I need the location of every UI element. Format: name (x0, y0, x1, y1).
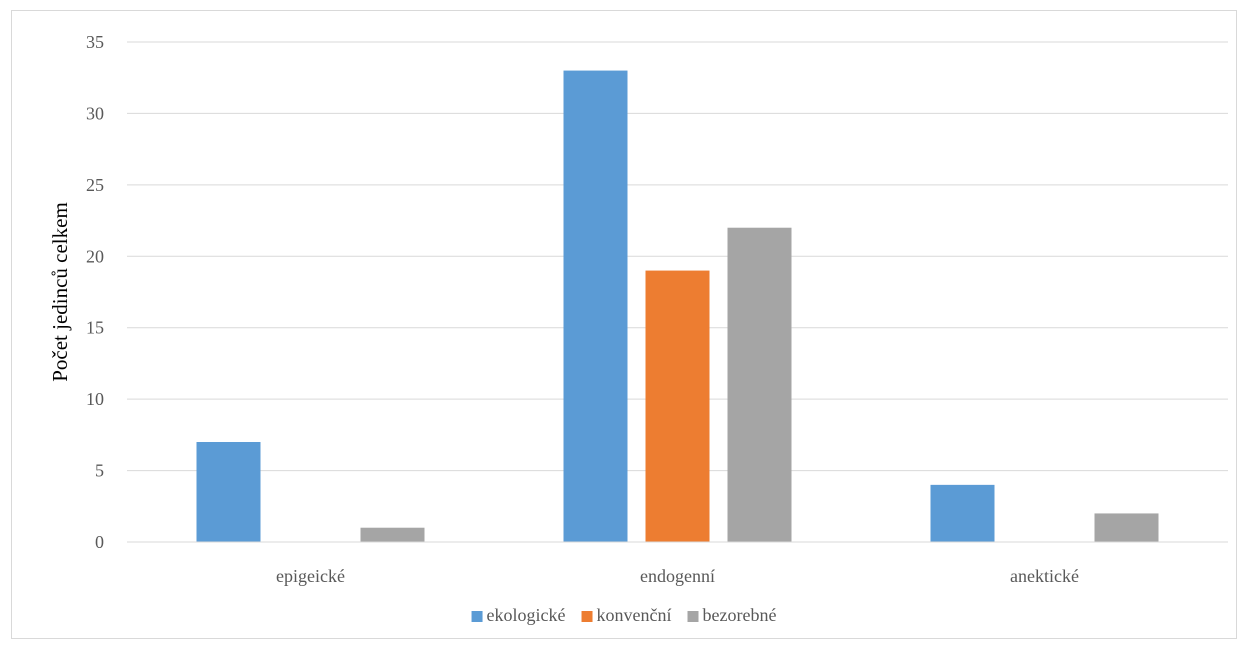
y-tick-label: 5 (95, 461, 104, 481)
bar-ekologické-epigeické (196, 442, 261, 542)
y-tick-label: 30 (86, 103, 104, 123)
y-axis-tick-labels: 0 5 10 15 20 25 30 35 (86, 32, 104, 552)
gridlines (127, 41, 1228, 472)
y-axis-title: Počet jedinců celkem (48, 202, 72, 382)
y-tick-label: 0 (95, 532, 104, 552)
bar-ekologické-anektické (930, 484, 995, 542)
y-tick-label: 10 (86, 389, 104, 409)
bar-bezorebné-endogenní (727, 227, 792, 542)
legend-label-konvenční: konvenční (597, 605, 672, 625)
bar-bezorebné-anektické (1094, 513, 1159, 542)
legend-swatch-ekologické (471, 611, 483, 622)
bar-konvenční-endogenní (645, 270, 710, 542)
legend-swatch-bezorebné (687, 611, 699, 622)
legend-swatch-konvenční (581, 611, 593, 622)
bars (196, 70, 1159, 543)
x-tick-label: epigeické (276, 566, 345, 586)
legend: ekologické konvenční bezorebné (471, 605, 777, 625)
x-axis-tick-labels: epigeické endogenní anektické (276, 566, 1079, 586)
y-tick-label: 20 (86, 246, 104, 266)
x-tick-label: anektické (1010, 566, 1079, 586)
x-tick-label: endogenní (640, 566, 715, 586)
bar-bezorebné-epigeické (360, 527, 425, 542)
legend-label-bezorebné: bezorebné (703, 605, 777, 625)
y-tick-label: 35 (86, 32, 104, 52)
legend-label-ekologické: ekologické (487, 605, 566, 625)
bar-ekologické-endogenní (563, 70, 628, 543)
y-tick-label: 25 (86, 175, 104, 195)
y-tick-label: 15 (86, 318, 104, 338)
